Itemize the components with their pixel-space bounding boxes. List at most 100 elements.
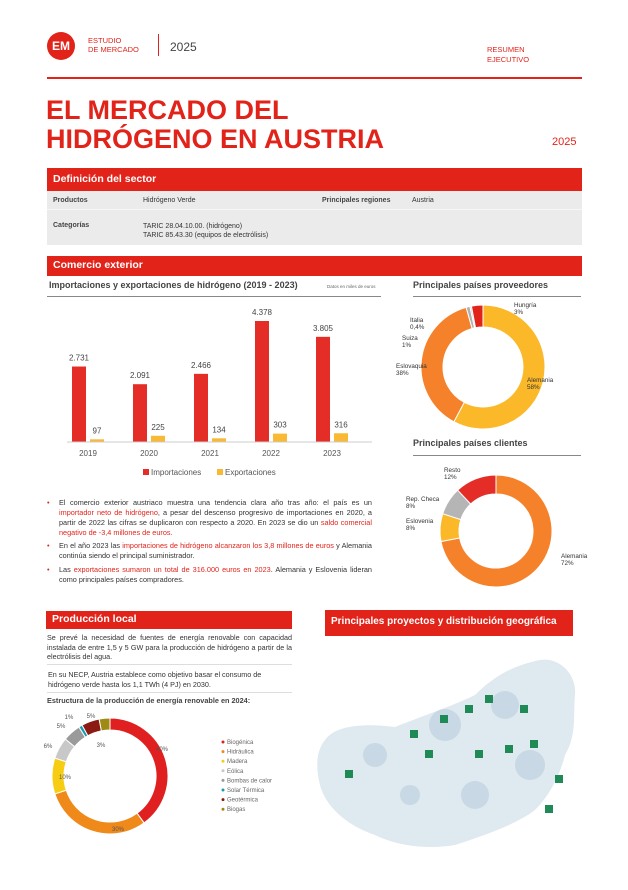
slice-value: 10% (59, 775, 72, 781)
slice-value: 1% (402, 342, 412, 349)
productos-value: Hidrógeno Verde (143, 197, 196, 204)
definition-table: Productos Hidrógeno Verde Principales re… (47, 191, 582, 245)
bar-importaciones-2019 (72, 366, 86, 442)
data-label: 4.378 (252, 308, 273, 317)
data-label: 303 (273, 421, 287, 430)
proveedores-rule (413, 296, 581, 297)
section-produccion: Producción local (46, 611, 292, 629)
bar-importaciones-2022 (255, 321, 269, 442)
data-label: 2.731 (69, 354, 90, 363)
slice-value: 38% (396, 370, 409, 377)
bar-importaciones-2023 (316, 336, 330, 442)
legend-swatch (221, 798, 225, 802)
produccion-p1: Se prevé la necesidad de fuentes de ener… (47, 633, 292, 661)
x-tick-label: 2021 (201, 449, 219, 458)
header-rule (47, 77, 582, 79)
slice-name: Hungría (514, 302, 537, 309)
slice-value: 6% (44, 744, 53, 750)
data-label: 2.466 (191, 361, 212, 370)
austria-map (317, 659, 576, 847)
brand-line1: ESTUDIO (88, 36, 122, 45)
proveedores-title: Principales países proveedores (413, 280, 549, 290)
regiones-label: Principales regiones (322, 197, 391, 204)
regiones-value: Austria (412, 197, 434, 204)
slice-value: 30% (112, 827, 125, 833)
bar-chart: 2.731 97 2019 2.091 225 2020 2.466 134 2021 4.378… (67, 308, 372, 477)
slice-value: 8% (406, 525, 416, 532)
slice-name: Rep. Checa (406, 496, 440, 503)
slice-value: 3% (97, 743, 106, 749)
section-comercio: Comercio exterior (47, 256, 582, 276)
doc-type: RESUMEN EJECUTIVO (487, 45, 529, 65)
logo-circle: EM (47, 32, 75, 60)
legend-label: Hidráulica (227, 750, 254, 756)
bar-chart-title: Importaciones y exportaciones de hidróge… (49, 280, 298, 290)
slice-value: 1% (65, 715, 74, 721)
clientes-rule (413, 455, 581, 456)
legend-label: Bombas de calor (227, 778, 272, 784)
divider (158, 34, 159, 56)
legend-label: Biogénica (227, 740, 254, 746)
bar-chart-note: Datos en miles de euros (327, 284, 376, 289)
legend-swatch (221, 807, 225, 811)
slice-value: 3% (514, 309, 524, 316)
slice-name: Alemania (527, 377, 554, 384)
slice-value: 0,4% (410, 324, 425, 331)
categorias-value: TARIC 28.04.10.00. (hidrógeno) TARIC 85.4… (143, 222, 268, 240)
doc-type-line1: RESUMEN (487, 45, 525, 54)
slice-value: 72% (561, 560, 574, 567)
divider (47, 692, 292, 693)
x-tick-label: 2020 (140, 449, 158, 458)
legend-swatch (143, 469, 149, 475)
legend-swatch (221, 769, 225, 773)
slice-name: Italia (410, 317, 424, 324)
slice-value: 5% (57, 724, 66, 730)
section-definicion: Definición del sector (47, 168, 582, 191)
productos-label: Productos (53, 197, 88, 204)
data-label: 97 (93, 426, 102, 435)
legend-label: Eólica (227, 769, 244, 775)
x-tick-label: 2023 (323, 449, 341, 458)
brand-line2: DE MERCADO (88, 45, 139, 54)
bar-exportaciones-2020 (151, 435, 165, 442)
x-tick-label: 2022 (262, 449, 280, 458)
produccion-p2: En su NECP, Austria establece como objet… (48, 670, 262, 689)
logo-text: EM (52, 39, 70, 53)
bar-importaciones-2021 (194, 373, 208, 442)
bullet-2: En el año 2023 las importaciones de hidr… (47, 541, 372, 561)
title-line1: EL MERCADO DEL (46, 95, 289, 125)
slice-hungr-a (470, 304, 484, 329)
slice-name: Eslovaquia (396, 363, 427, 370)
slice-hidr-ulica (54, 789, 145, 835)
brand: ESTUDIO DE MERCADO (88, 36, 139, 54)
produccion-chart-title: Estructura de la producción de energía r… (47, 696, 251, 705)
legend-swatch (221, 788, 225, 792)
legend-swatch (217, 469, 223, 475)
bar-exportaciones-2022 (273, 433, 287, 442)
slice-value: 40% (156, 747, 169, 753)
divider (47, 664, 292, 665)
slice-value: 5% (87, 714, 96, 720)
slice-alemania (440, 474, 553, 588)
slice-name: Resto (444, 467, 461, 474)
slice-value: 58% (527, 384, 540, 391)
page-title: EL MERCADO DEL HIDRÓGENO EN AUSTRIA (46, 96, 384, 154)
legend-label: Geotérmica (227, 798, 259, 804)
header-year: 2025 (170, 40, 197, 54)
slice-name: Alemania (561, 553, 588, 560)
categoria-2: TARIC 85.43.30 (equipos de electrólisis) (143, 232, 269, 239)
x-tick-label: 2019 (79, 449, 97, 458)
bar-exportaciones-2021 (212, 438, 226, 442)
data-label: 2.091 (130, 371, 151, 380)
legend-swatch (221, 740, 225, 744)
doc-type-line2: EJECUTIVO (487, 55, 530, 64)
legend-label: Biogas (227, 807, 245, 813)
slice-biogas (98, 717, 111, 732)
clientes-title: Principales países clientes (413, 438, 528, 448)
legend-label: Exportaciones (225, 468, 276, 477)
data-label: 3.805 (313, 324, 334, 333)
slice-value: 12% (444, 474, 457, 481)
legend-label: Solar Térmica (227, 788, 265, 794)
